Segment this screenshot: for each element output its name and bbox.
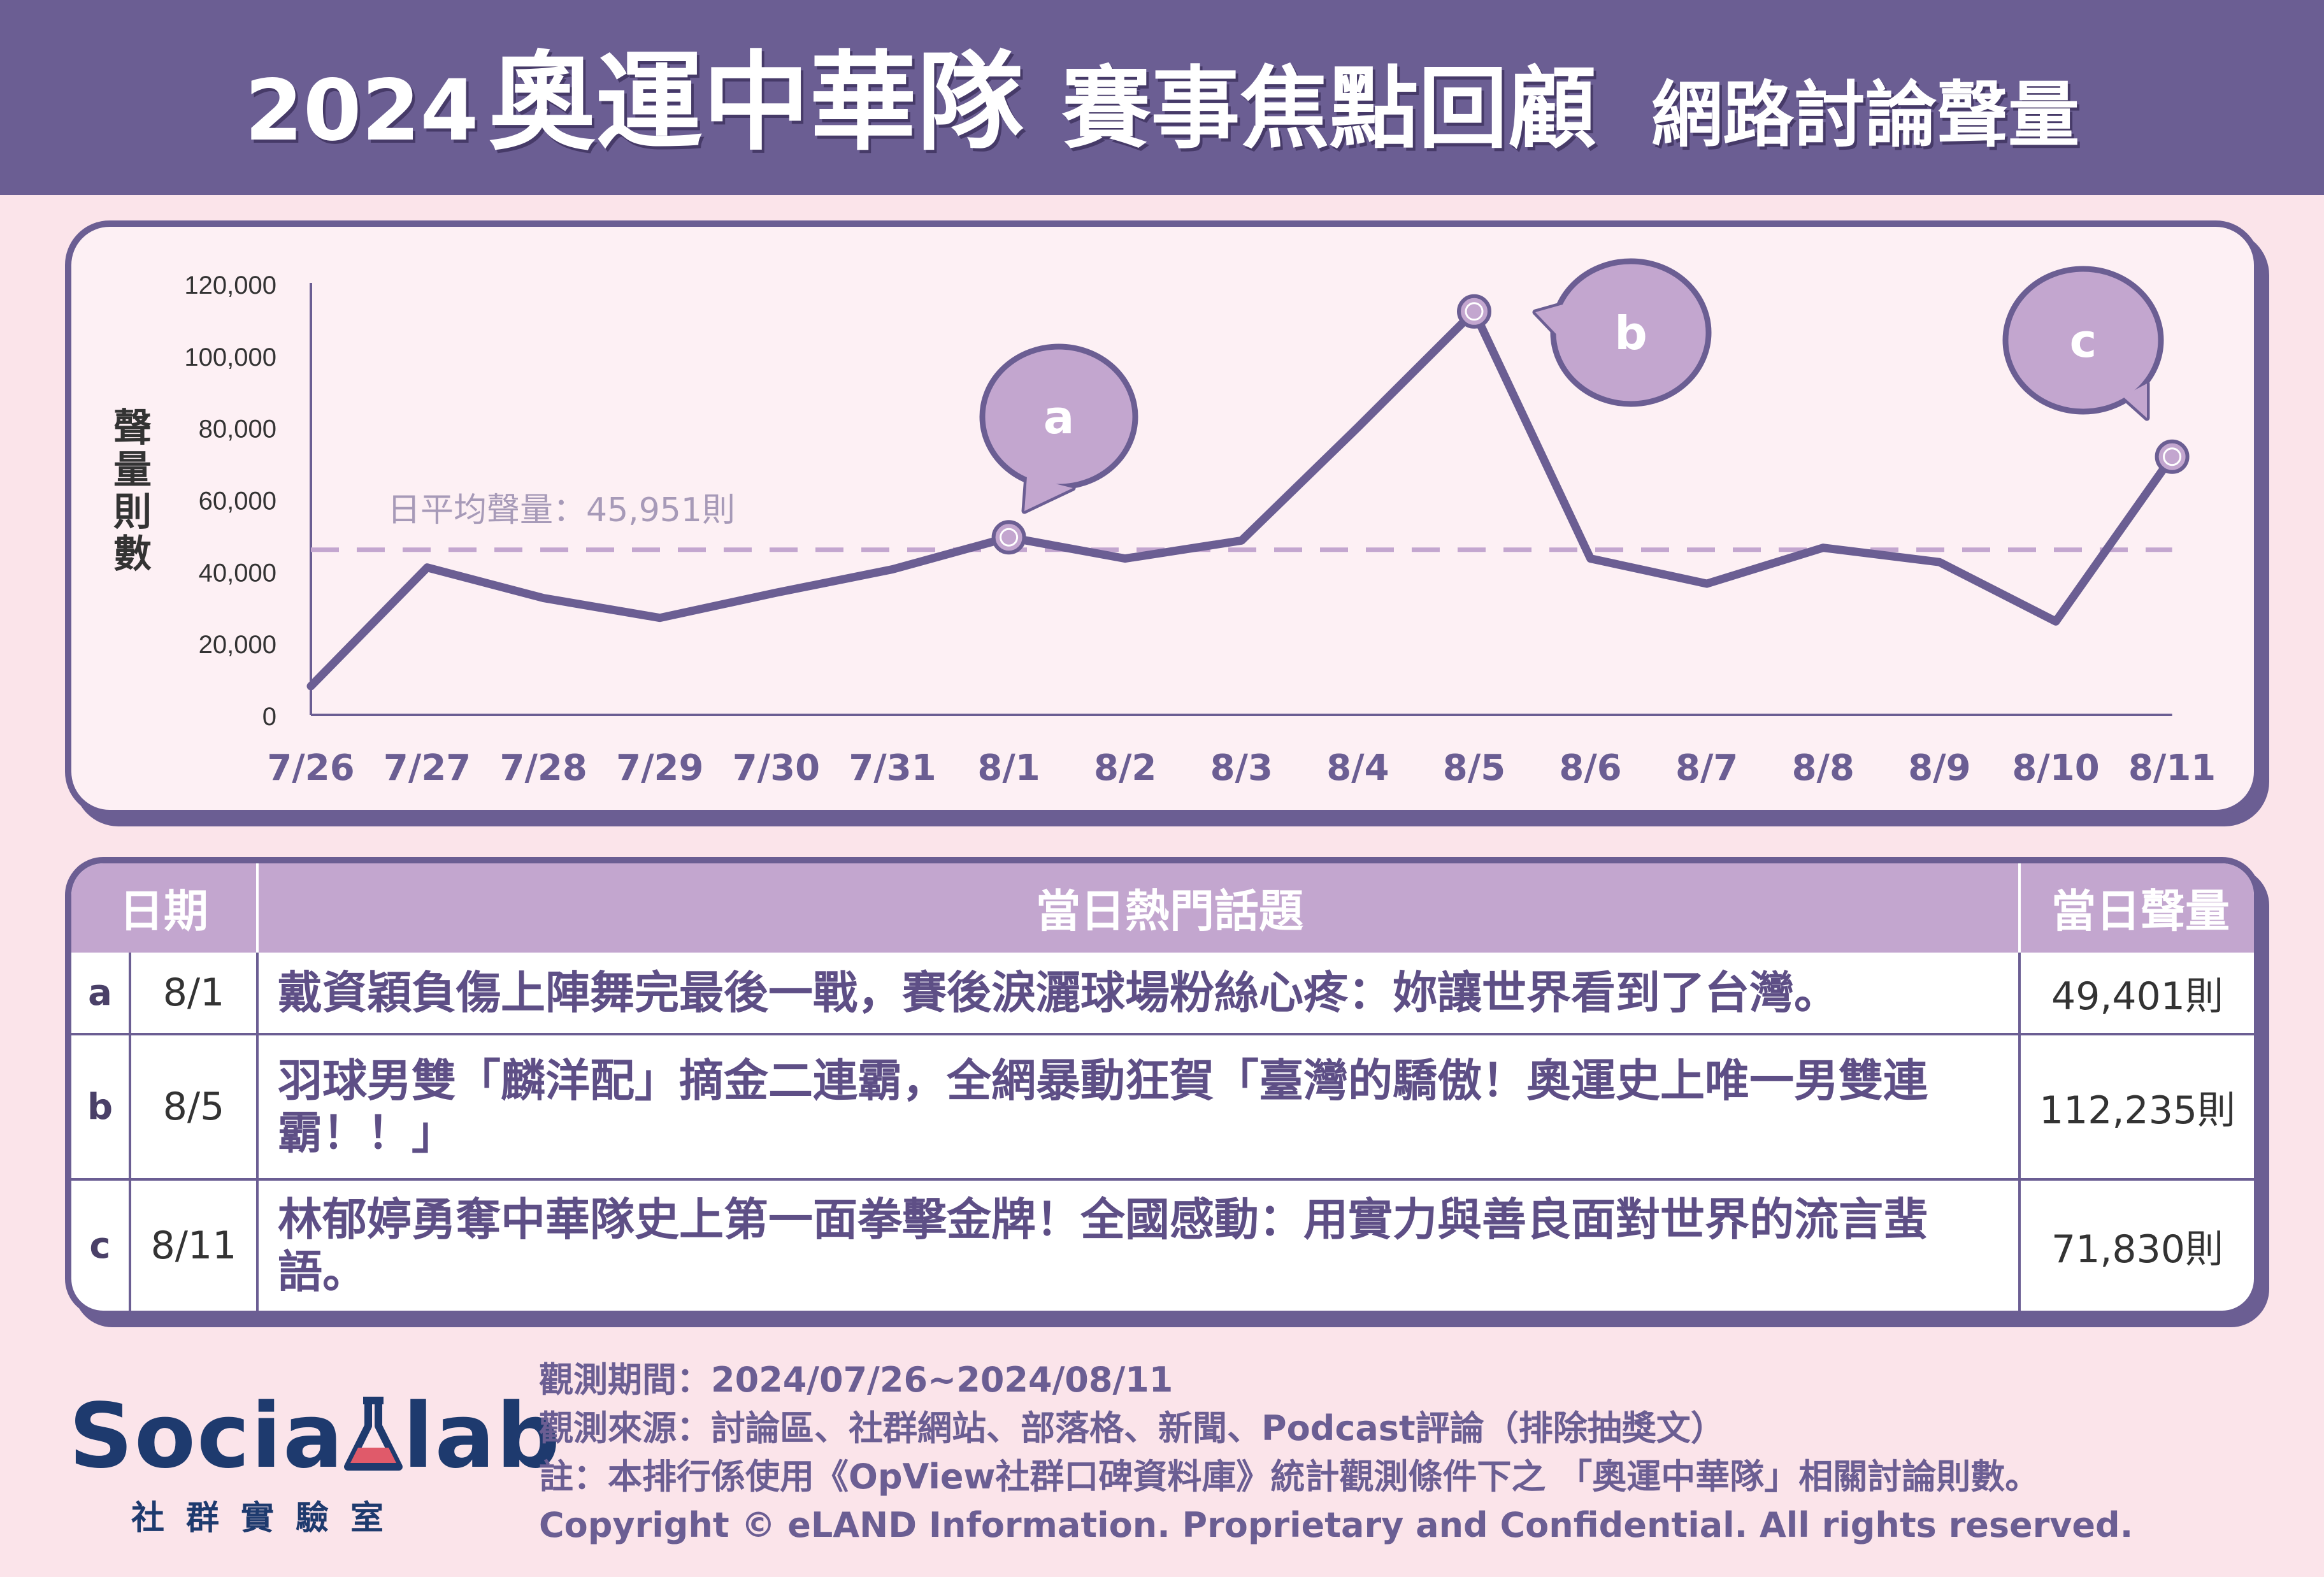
- column-divider: [256, 953, 259, 1311]
- line-chart: 0 20,000 40,000 60,000 80,000 100,000 120,000 聲…: [113, 258, 2216, 789]
- bubble-tail-fill-a: [1024, 477, 1073, 511]
- average-label: 日平均聲量：45,951則: [387, 491, 735, 529]
- y-tick-label: 20,000: [199, 631, 276, 659]
- logo-part-lab: lab: [403, 1385, 562, 1488]
- y-tick-label: 60,000: [199, 487, 276, 515]
- bubble-label-c: c: [2070, 314, 2097, 368]
- row-a-volume: 49,401則: [2051, 974, 2223, 1019]
- row-c-date: 8/11: [150, 1223, 237, 1268]
- y-axis-label: 聲量則數: [113, 406, 152, 577]
- header-divider: [2018, 863, 2021, 953]
- row-c-letter: c: [89, 1225, 111, 1267]
- footer-notes: 觀測期間：2024/07/26~2024/08/11 觀測來源：討論區、社群網站…: [539, 1356, 2133, 1550]
- row-a-date: 8/1: [162, 970, 225, 1015]
- x-tick-label: 7/27: [384, 747, 471, 789]
- y-tick-label: 120,000: [184, 271, 276, 299]
- flask-icon: [344, 1394, 403, 1471]
- header-topic: 當日熱門話題: [1036, 885, 1303, 937]
- logo-part-so: So: [69, 1385, 197, 1488]
- row-b-letter: b: [87, 1086, 113, 1128]
- column-divider: [2018, 953, 2021, 1311]
- row-divider: [71, 1178, 2254, 1181]
- footer-sources: 觀測來源：討論區、社群網站、部落格、新聞、Podcast評論（排除抽獎文）: [539, 1408, 1725, 1448]
- x-tick-label: 8/5: [1443, 747, 1505, 789]
- row-c-topic: 林郁婷勇奪中華隊史上第一面拳擊金牌！全國感動：用實力與善良面對世界的流言蜚語。: [278, 1193, 1928, 1298]
- row-divider: [71, 1033, 2254, 1035]
- header-banner: [0, 0, 2324, 195]
- row-a-topic: 戴資穎負傷上陣舞完最後一戰，賽後淚灑球場粉絲心疼：妳讓世界看到了台灣。: [278, 967, 1839, 1019]
- row-c-volume: 71,830則: [2051, 1227, 2223, 1272]
- x-tick-label: 8/11: [2128, 747, 2216, 789]
- chart-panel: 0 20,000 40,000 60,000 80,000 100,000 120,000 聲…: [65, 220, 2260, 816]
- x-tick-label: 7/30: [733, 747, 820, 789]
- x-tick-label: 7/26: [267, 747, 354, 789]
- bubble-tail-fill-b: [1535, 303, 1567, 340]
- title-team: 奧運中華隊: [488, 40, 1024, 165]
- row-b-topic: 羽球男雙「麟洋配」摘金二連霸，全網暴動狂賀「臺灣的驕傲！奧運史上唯一男雙連霸！！…: [278, 1055, 1928, 1159]
- x-tick-label: 8/7: [1675, 747, 1738, 789]
- annotation-marker-inner-c: [2163, 447, 2182, 466]
- x-tick-label: 8/3: [1210, 747, 1273, 789]
- title-focus: 賽事焦點回顧: [1061, 57, 1597, 161]
- topics-table: 日期 當日熱門話題 當日聲量 a 8/1 戴資穎負傷上陣舞完最後一戰，賽後淚灑球…: [65, 857, 2260, 1317]
- annotation-marker-inner-a: [1000, 528, 1019, 547]
- x-tick-label: 8/1: [977, 747, 1040, 789]
- page-title: 2024 奧運中華隊 賽事焦點回顧 網路討論聲量: [0, 42, 2324, 163]
- y-tick-label: 0: [262, 703, 276, 731]
- logo-subtitle: 社群實驗室: [131, 1499, 406, 1537]
- y-tick-label: 80,000: [199, 415, 276, 443]
- header-date: 日期: [119, 885, 208, 937]
- x-tick-label: 7/28: [500, 747, 587, 789]
- footer-copyright: Copyright © eLAND Information. Proprieta…: [539, 1505, 2134, 1545]
- row-b-date: 8/5: [162, 1084, 225, 1129]
- bubble-tail-fill-c: [2123, 384, 2147, 418]
- logo-wordmark: Socia lab: [69, 1389, 561, 1485]
- row-a-letter: a: [88, 972, 112, 1014]
- logo-part-cia: cia: [197, 1385, 345, 1488]
- speech-bubble-b: [1550, 258, 1712, 407]
- bubble-label-b: b: [1614, 306, 1647, 360]
- y-tick-label: 40,000: [199, 559, 276, 587]
- sociallab-logo: Socia lab 社群實驗室: [69, 1389, 560, 1538]
- row-b-volume: 112,235則: [2039, 1088, 2236, 1133]
- x-tick-label: 8/6: [1559, 747, 1621, 789]
- speech-bubble-c: [2002, 266, 2164, 415]
- annotation-marker-inner-b: [1465, 302, 1484, 321]
- x-tick-label: 8/4: [1326, 747, 1389, 789]
- title-year: 2024: [244, 62, 479, 160]
- footer-note: 註：本排行係使用《OpView社群口碑資料庫》統計觀測條件下之 「奧運中華隊」相…: [539, 1457, 2040, 1497]
- series-line: [306, 307, 2177, 691]
- table-header: 日期 當日熱門話題 當日聲量: [71, 863, 2254, 953]
- x-tick-label: 8/8: [1792, 747, 1854, 789]
- footer-period: 觀測期間：2024/07/26~2024/08/11: [539, 1360, 1173, 1400]
- x-tick-label: 8/10: [2012, 747, 2099, 789]
- x-tick-label: 7/29: [616, 747, 703, 789]
- column-divider: [129, 953, 131, 1311]
- bubble-label-a: a: [1044, 391, 1075, 444]
- x-tick-label: 8/9: [1908, 747, 1970, 789]
- x-tick-label: 7/31: [849, 747, 936, 789]
- header-divider: [256, 863, 259, 953]
- y-tick-label: 100,000: [184, 343, 276, 371]
- header-volume: 當日聲量: [2051, 885, 2230, 937]
- x-tick-label: 8/2: [1094, 747, 1156, 789]
- title-metric: 網路討論聲量: [1651, 74, 2080, 157]
